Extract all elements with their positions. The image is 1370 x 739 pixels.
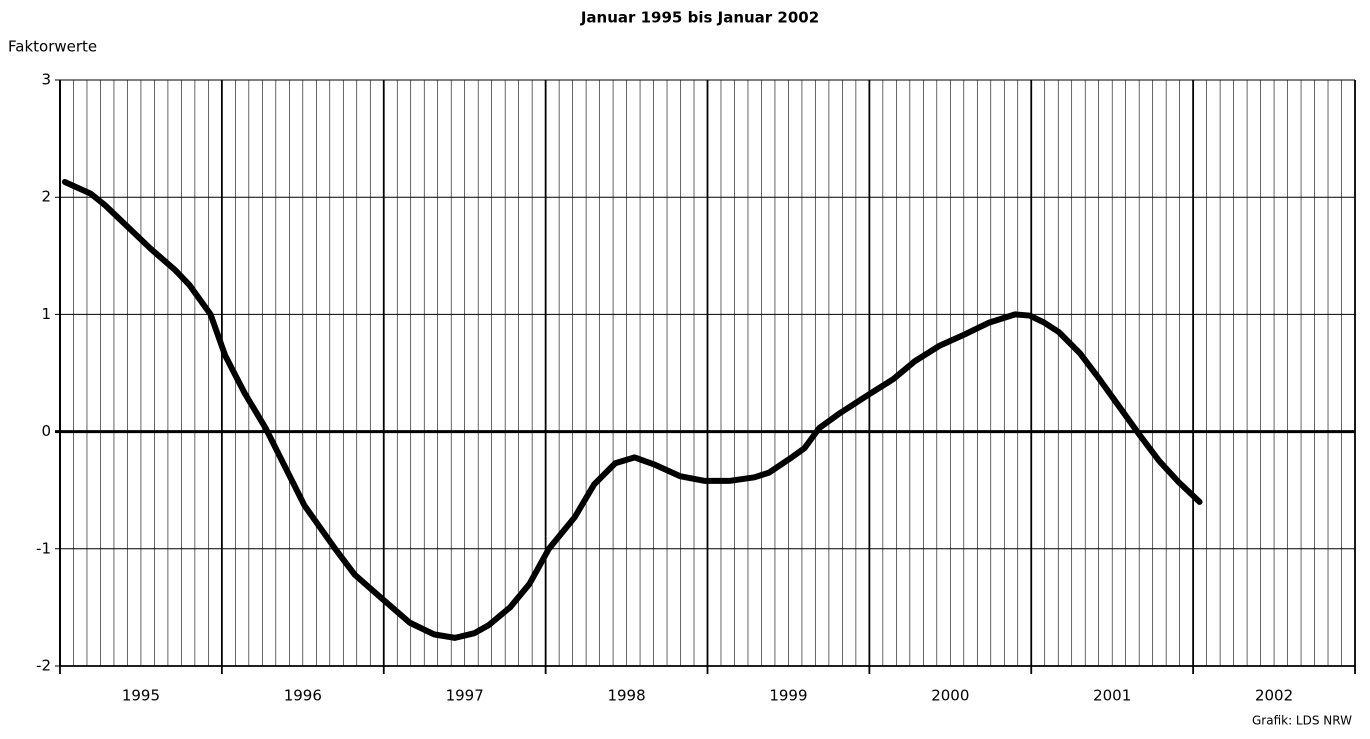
- x-tick-label: 1997: [446, 687, 484, 705]
- y-tick-label: -1: [36, 539, 51, 557]
- y-tick-label: 1: [41, 305, 51, 323]
- y-axis-label: Faktorwerte: [8, 38, 97, 56]
- x-tick-label: 2000: [931, 687, 969, 705]
- x-tick-label: 1996: [284, 687, 322, 705]
- chart-title: Januar 1995 bis Januar 2002: [580, 9, 819, 27]
- x-tick-label: 1999: [769, 687, 807, 705]
- y-tick-label: 2: [41, 188, 51, 206]
- x-tick-label: 1995: [122, 687, 160, 705]
- x-tick-label: 1998: [607, 687, 645, 705]
- x-tick-label: 2002: [1255, 687, 1293, 705]
- y-tick-label: 3: [41, 71, 51, 89]
- y-tick-label: -2: [36, 657, 51, 675]
- data-line: [61, 178, 1203, 641]
- x-tick-label: 2001: [1093, 687, 1131, 705]
- y-tick-label: 0: [41, 422, 51, 440]
- source: Grafik: LDS NRW: [1252, 714, 1352, 728]
